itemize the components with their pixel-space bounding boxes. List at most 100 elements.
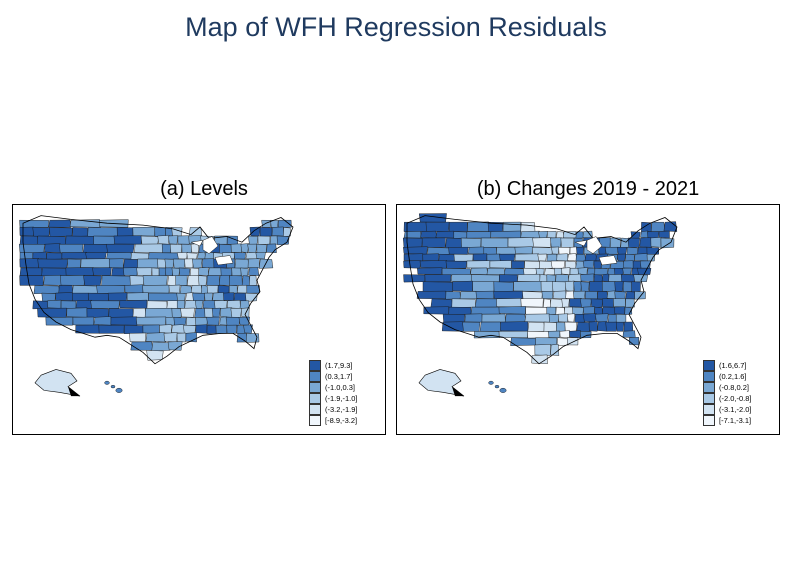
region-cell — [204, 252, 215, 260]
region-cell — [422, 253, 439, 262]
region-cell — [588, 321, 598, 332]
region-cell — [602, 298, 614, 308]
region-cell — [176, 292, 186, 302]
region-cell — [259, 227, 273, 237]
legend-swatch — [309, 382, 321, 393]
region-cell — [132, 307, 147, 318]
region-cell — [646, 253, 655, 262]
region-cell — [168, 235, 179, 245]
region-cell — [517, 273, 541, 282]
region-cell — [582, 260, 595, 269]
region-cell — [622, 281, 633, 293]
region-cell — [527, 321, 546, 332]
region-cell — [479, 321, 502, 332]
legend-label: (-2.0,-0.8] — [719, 394, 752, 403]
region-cell — [532, 237, 552, 248]
region-cell — [177, 252, 188, 260]
region-cell — [165, 267, 174, 276]
region-cell — [633, 274, 648, 283]
region-cell — [601, 281, 616, 292]
region-cell — [472, 253, 488, 262]
legend-row: (-3.1,-2.0] — [703, 404, 771, 415]
region-cell — [486, 267, 506, 275]
region-cell — [134, 243, 164, 253]
region-cell — [123, 267, 138, 276]
region-cell — [498, 330, 529, 338]
region-cell — [186, 275, 201, 286]
region-cell — [266, 243, 277, 253]
region-cell — [620, 274, 636, 283]
legend-label: (-3.1,-2.0] — [719, 405, 752, 414]
region-cell — [403, 253, 424, 262]
region-cell — [234, 258, 250, 269]
region-cell — [80, 258, 111, 269]
region-cell — [249, 226, 261, 237]
legend-row: [-7.1,-3.1] — [703, 415, 771, 426]
region-cell — [87, 292, 110, 302]
region-cell — [72, 285, 99, 294]
region-cell — [37, 235, 67, 246]
lake-shape — [202, 236, 219, 254]
region-cell — [220, 267, 233, 277]
region-cell — [584, 291, 598, 300]
region-cell — [470, 306, 501, 315]
region-cell — [631, 281, 641, 293]
region-cell — [543, 298, 552, 308]
lake-shape — [598, 255, 618, 266]
region-cell — [19, 252, 34, 260]
region-cell — [499, 274, 518, 283]
region-cell — [167, 275, 178, 286]
region-cell — [584, 253, 598, 262]
region-cell — [616, 253, 626, 262]
region-cell — [462, 321, 481, 332]
region-cell — [59, 243, 84, 253]
map-changes-svg — [402, 213, 678, 397]
region-cell — [575, 253, 586, 262]
region-cell — [173, 258, 186, 269]
region-cell — [634, 253, 649, 262]
region-cell — [93, 235, 115, 245]
region-cell — [573, 281, 582, 292]
region-cell — [552, 281, 567, 292]
legend-swatch — [309, 415, 321, 426]
region-cell — [493, 281, 514, 293]
hawaii-island — [488, 380, 494, 385]
region-cell — [453, 231, 468, 239]
region-cell — [660, 237, 675, 249]
region-cell — [148, 252, 180, 260]
region-cell — [615, 313, 627, 323]
legend-swatch — [703, 393, 715, 404]
legend-label: (-1.9,-1.0] — [325, 394, 358, 403]
panel-a-title: (a) Levels — [160, 178, 248, 200]
legend-swatch — [309, 393, 321, 404]
region-cell — [108, 308, 134, 318]
region-cell — [178, 267, 191, 277]
region-cell — [544, 267, 556, 276]
legend-row: (0.3,1.7] — [309, 371, 377, 382]
region-cell — [548, 313, 559, 323]
region-cell — [75, 299, 93, 309]
region-cell — [448, 246, 469, 255]
region-cell — [475, 290, 495, 300]
region-cell — [546, 253, 558, 262]
region-cell — [582, 313, 597, 323]
region-cell — [47, 299, 62, 309]
region-cell — [137, 258, 159, 269]
region-cell — [421, 237, 446, 248]
region-cell — [423, 306, 450, 315]
region-cell — [198, 267, 209, 276]
region-cell — [556, 337, 569, 346]
region-cell — [123, 258, 139, 269]
region-cell — [435, 230, 456, 239]
region-cell — [130, 252, 150, 260]
legend-swatch — [703, 415, 715, 426]
panel-a-map: (1.7,9.3] (0.3,1.7] (-1.0,0.3] (-1.9,-1.… — [12, 204, 386, 435]
region-cell — [204, 292, 213, 302]
legend-label: (-1.0,0.3] — [325, 383, 356, 392]
region-cell — [177, 235, 190, 245]
region-cell — [572, 290, 586, 300]
region-cell — [622, 267, 632, 275]
region-cell — [520, 230, 541, 239]
legend-row: (1.7,9.3] — [309, 360, 377, 371]
region-cell — [129, 332, 147, 343]
